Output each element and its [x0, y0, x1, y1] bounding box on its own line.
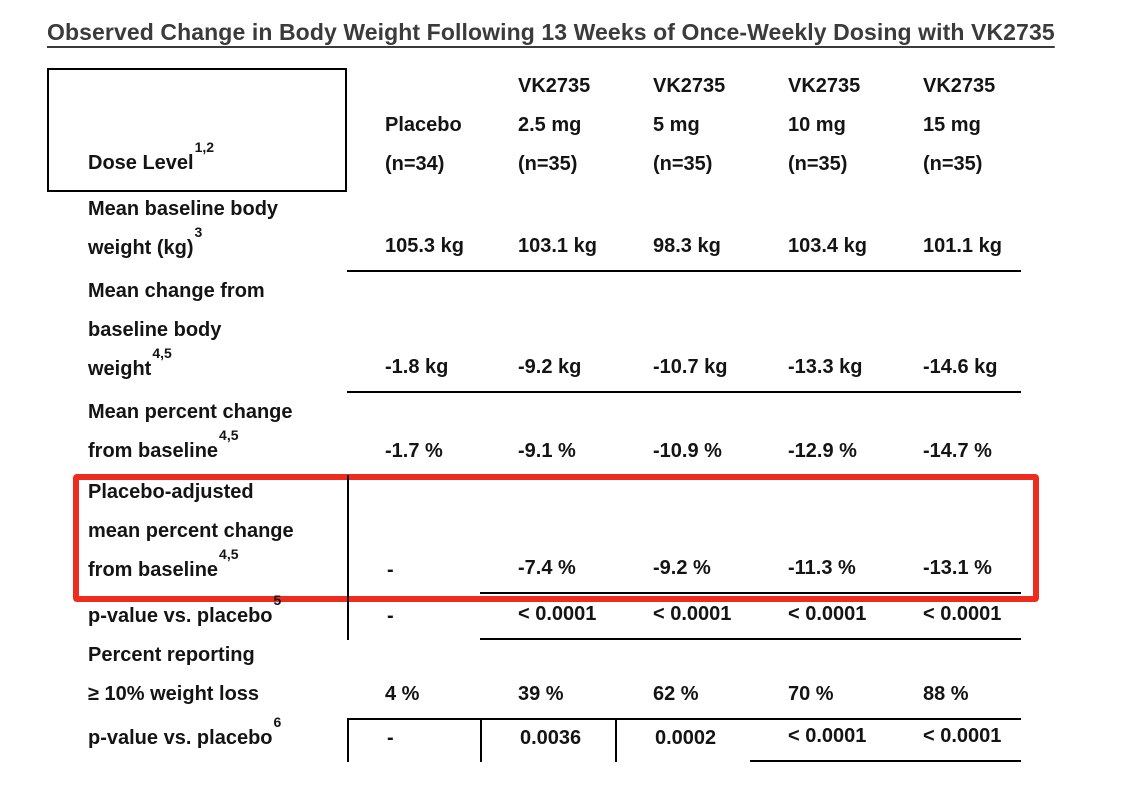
highlight-box: [73, 474, 1039, 602]
corner-cell-dose-level: Dose Level1,2: [47, 68, 347, 192]
cell-value: < 0.0001: [885, 718, 1021, 762]
cell-value: -: [347, 594, 480, 640]
cell-value: -1.8 kg: [347, 272, 480, 393]
cell-value: -14.6 kg: [885, 272, 1021, 393]
cell-value: -13.1 %: [885, 475, 1021, 594]
cell-value: 62 %: [653, 683, 699, 705]
cell-value: 98.3 kg: [615, 192, 750, 272]
row-label-pvalue-percent: p-value vs. placebo5: [88, 592, 282, 627]
cell-value: -13.3 kg: [750, 272, 885, 393]
cell-value: -10.7 kg: [615, 272, 750, 393]
cell-value: < 0.0001: [750, 594, 885, 640]
column-header-placebo: Placebo (n=34): [385, 114, 462, 175]
row-label-pvalue-reporting: p-value vs. placebo6: [88, 714, 282, 749]
row-label-mean-baseline-weight: Mean baseline body weight (kg)3: [88, 198, 279, 259]
column-header-vk2735-2-5mg: VK2735 2.5 mg (n=35): [518, 75, 591, 175]
row-label-mean-percent-change: Mean percent change from baseline4,5: [88, 401, 293, 462]
table-title: Observed Change in Body Weight Following…: [47, 19, 1055, 45]
cell-value: -9.1 %: [518, 440, 576, 462]
row-label-placebo-adjusted: Placebo-adjusted mean percent change fro…: [88, 481, 294, 581]
cell-value: 88 %: [923, 683, 969, 705]
footnote-ref: 3: [194, 224, 203, 241]
cell-value: -10.9 %: [653, 440, 722, 462]
footnote-ref: 6: [273, 714, 282, 731]
cell-value: -1.7 %: [385, 440, 443, 462]
cell-value: 39 %: [518, 683, 564, 705]
footnote-ref: 4,5: [219, 427, 239, 444]
cell-value: -7.4 %: [480, 475, 615, 594]
corner-label: Dose Level1,2: [88, 139, 215, 174]
column-header-vk2735-10mg: VK2735 10 mg (n=35): [788, 75, 861, 175]
cell-value: 103.4 kg: [750, 192, 885, 272]
column-header-vk2735-5mg: VK2735 5 mg (n=35): [653, 75, 726, 175]
cell-value: 0.0036: [480, 718, 615, 762]
cell-value: < 0.0001: [750, 718, 885, 762]
footnote-ref: 4,5: [219, 546, 239, 563]
cell-value: -11.3 %: [750, 475, 885, 594]
cell-value: -14.7 %: [923, 440, 992, 462]
cell-value: 4 %: [385, 683, 420, 705]
cell-value: 0.0002: [615, 718, 750, 762]
cell-value: 103.1 kg: [480, 192, 615, 272]
cell-value: 101.1 kg: [885, 192, 1021, 272]
cell-value: 105.3 kg: [347, 192, 480, 272]
data-table: Dose Level1,2 Placebo (n=34) VK2735 2.5 …: [47, 68, 1021, 762]
cell-value: < 0.0001: [480, 594, 615, 640]
cell-value: -: [347, 718, 480, 762]
column-header-vk2735-15mg: VK2735 15 mg (n=35): [923, 75, 996, 175]
row-label-percent-reporting: Percent reporting ≥ 10% weight loss: [88, 644, 260, 705]
cell-value: -9.2 kg: [480, 272, 615, 393]
footnote-ref: 5: [273, 592, 282, 609]
footnote-ref: 1,2: [194, 139, 215, 156]
cell-value: < 0.0001: [615, 594, 750, 640]
footnote-ref: 4,5: [152, 345, 172, 362]
cell-value: -9.2 %: [615, 475, 750, 594]
cell-value: 70 %: [788, 683, 834, 705]
cell-value: -12.9 %: [788, 440, 857, 462]
cell-value: -: [347, 475, 480, 594]
row-label-mean-change-kg: Mean change from baseline body weight4,5: [88, 280, 265, 380]
cell-value: < 0.0001: [885, 594, 1021, 640]
